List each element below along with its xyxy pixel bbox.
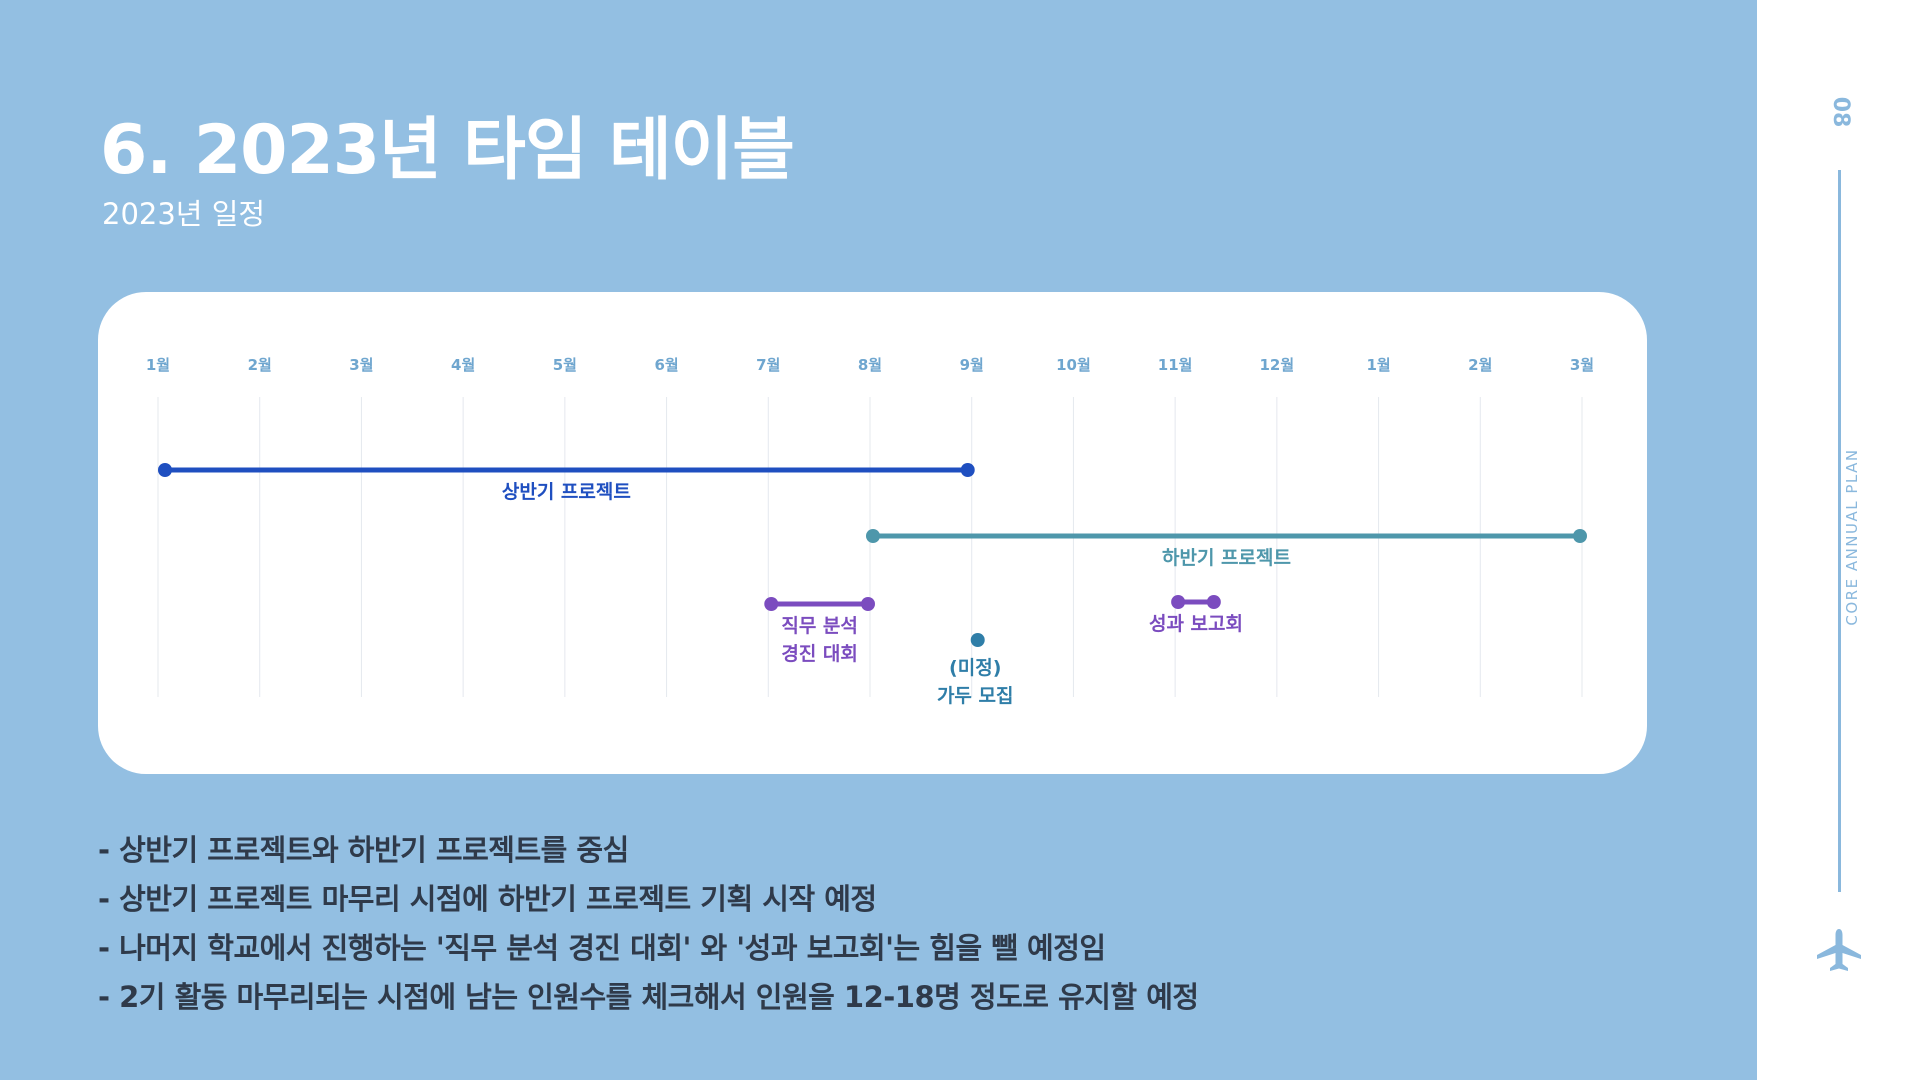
sidebar-label: CORE ANNUAL PLAN <box>1843 448 1861 626</box>
month-label: 9월 <box>960 356 984 374</box>
month-label: 11월 <box>1158 356 1193 374</box>
task-label-line: (미정) <box>949 657 1001 679</box>
task-start-dot <box>1171 595 1186 609</box>
task-label: (미정) 가두 모집 <box>937 657 1014 707</box>
task-end-dot <box>960 463 975 477</box>
task-label: 하반기 프로젝트 <box>1162 547 1291 569</box>
page-title: 6. 2023년 타임 테이블 <box>100 111 795 190</box>
sidebar-divider <box>1838 170 1841 892</box>
month-label: 1월 <box>146 356 170 374</box>
month-label: 2월 <box>1468 356 1492 374</box>
month-label: 10월 <box>1056 356 1091 374</box>
task-label-line: 직무 분석 <box>781 615 858 637</box>
task-label: 성과 보고회 <box>1149 613 1243 635</box>
task-label-line: 상반기 프로젝트 <box>502 481 631 503</box>
notes-list: - 상반기 프로젝트와 하반기 프로젝트를 중심 - 상반기 프로젝트 마무리 … <box>98 826 1199 1022</box>
note-item: - 나머지 학교에서 진행하는 '직무 분석 경진 대회' 와 '성과 보고회'… <box>98 931 1106 965</box>
month-label: 8월 <box>858 356 882 374</box>
month-label: 4월 <box>451 356 475 374</box>
note-item: - 상반기 프로젝트 마무리 시점에 하반기 프로젝트 기획 시작 예정 <box>98 882 877 916</box>
task-label-line: 하반기 프로젝트 <box>1162 547 1291 569</box>
page-number: 08 <box>1828 96 1853 128</box>
task-dot <box>970 633 985 647</box>
task-label-line: 경진 대회 <box>781 643 858 665</box>
month-label: 6월 <box>654 356 678 374</box>
page-subtitle: 2023년 일정 <box>102 197 266 231</box>
task-end-dot <box>1573 529 1587 543</box>
month-label: 1월 <box>1366 356 1390 374</box>
note-item: - 2기 활동 마무리되는 시점에 남는 인원수를 체크해서 인원을 12-18… <box>98 980 1199 1014</box>
month-label: 7월 <box>756 356 780 374</box>
month-label: 5월 <box>553 356 577 374</box>
month-label: 3월 <box>1570 356 1594 374</box>
airplane-icon <box>1817 929 1861 971</box>
task-end-dot <box>861 597 875 611</box>
task-label-line: 가두 모집 <box>937 685 1014 707</box>
task-label: 상반기 프로젝트 <box>502 481 631 503</box>
task-start-dot <box>764 597 779 611</box>
note-item: - 상반기 프로젝트와 하반기 프로젝트를 중심 <box>98 833 629 867</box>
task-label-line: 성과 보고회 <box>1149 613 1243 635</box>
month-label: 12월 <box>1260 356 1295 374</box>
month-label: 2월 <box>248 356 272 374</box>
task-start-dot <box>158 463 172 477</box>
task-end-dot <box>1206 595 1221 609</box>
task-start-dot <box>866 529 880 543</box>
month-label: 3월 <box>349 356 373 374</box>
